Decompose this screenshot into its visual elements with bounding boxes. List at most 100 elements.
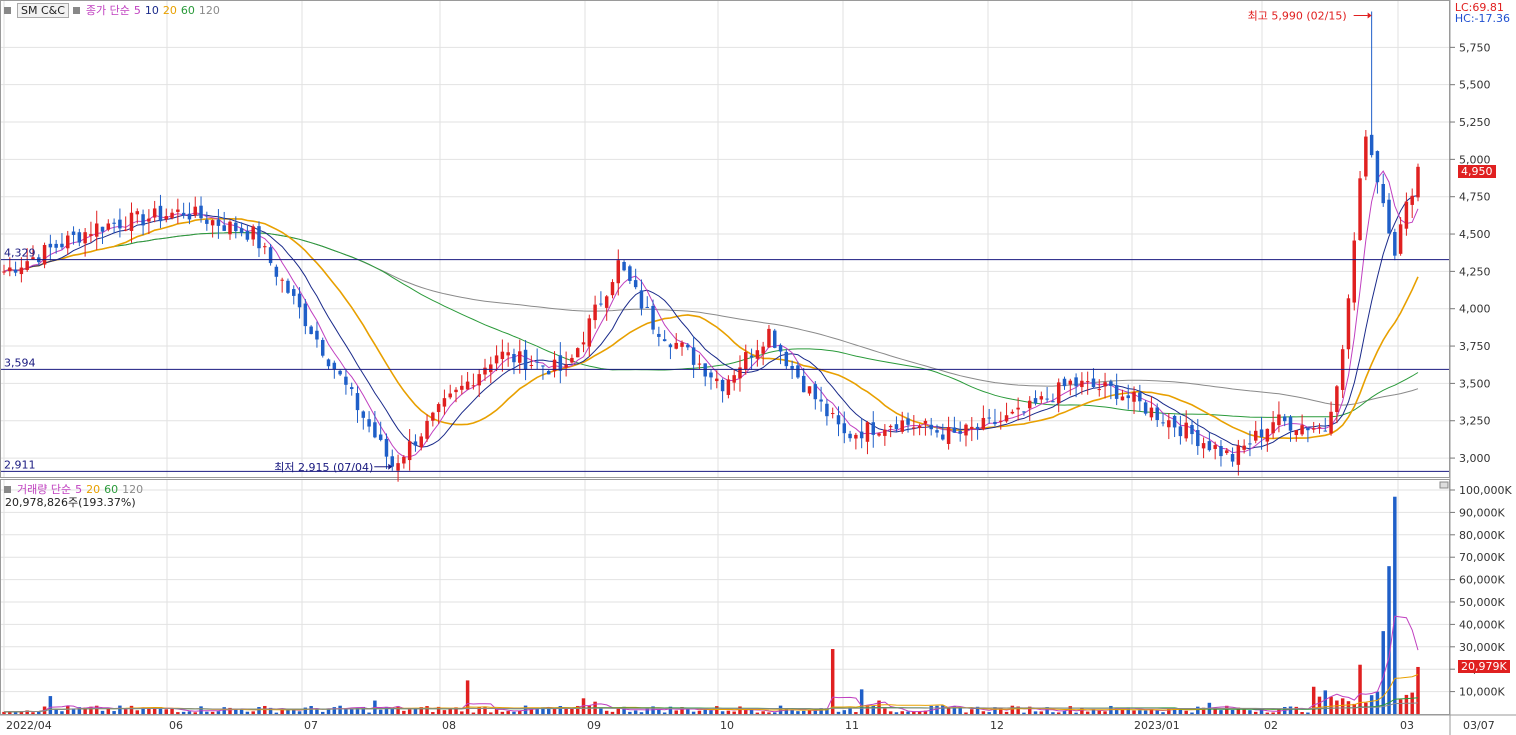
candle-body [773,330,777,348]
candle-body [54,243,58,248]
legend-ma10[interactable]: 10 [144,3,159,17]
volume-bar [1143,710,1148,714]
arrow-right-icon [1367,12,1372,19]
volume-bar [796,711,800,714]
candle-body [280,279,284,281]
candle-body [1346,298,1351,350]
candle-body [483,367,487,375]
legend-ma20[interactable]: 20 [162,3,177,17]
candle-body [975,426,980,429]
legend-close-sma-label[interactable]: 종가 단순 [85,4,130,17]
volume-bar [222,707,226,714]
volume-tick-label: 70,000K [1459,551,1505,564]
candle-body [1010,411,1015,414]
volume-bar [199,706,203,714]
candle-body [1132,392,1136,402]
volume-bar [1277,709,1281,714]
volume-bar [1027,706,1032,714]
legend-vol-ma60[interactable]: 60 [104,482,119,496]
price-tick-label: 3,500 [1459,377,1491,390]
volume-bar [1010,705,1015,714]
arrow-right-icon [388,463,393,470]
candle-body [923,420,928,424]
volume-bar [1358,664,1362,714]
price-tick-label: 5,500 [1459,79,1491,92]
candle-body [1120,396,1125,401]
legend-vol-ma20[interactable]: 20 [86,482,101,496]
volume-bar [1335,700,1339,714]
volume-bar [564,708,568,714]
candle-body [645,306,649,308]
candle-body [796,365,800,378]
volume-bar [744,709,748,714]
candle-body [338,370,342,375]
legend-volume-sma-label[interactable]: 거래량 단순 [17,483,72,496]
volume-bar [512,711,516,714]
volume-bar [1172,707,1177,714]
volume-bar [251,711,255,714]
volume-bar [970,709,974,714]
candle-body [523,349,528,370]
volume-bar [1288,706,1293,714]
price-legend: SM C&C 종가 단순 5 10 20 60 120 [4,2,220,18]
candle-body [778,345,783,352]
volume-bar [1398,699,1403,714]
candle-body [118,219,122,229]
volume-bar [500,711,505,714]
x-tick-label: 03 [1400,719,1414,732]
candle-body [471,385,476,387]
volume-bar [836,711,841,714]
candle-body [1103,382,1107,387]
candle-body [1288,416,1293,431]
volume-tick-label: 100,000K [1459,484,1512,497]
volume-bar [396,706,400,714]
volume-bar [1097,710,1102,714]
volume-bar [1259,709,1264,714]
volume-bar [193,712,197,714]
volume-bar [118,705,122,714]
candle-body [865,422,870,442]
candle-body [900,420,904,432]
reference-hline-label: 3,594 [4,356,36,369]
volume-bar [123,709,128,714]
legend-ma5[interactable]: 5 [133,3,141,17]
candle-body [941,434,945,440]
candle-body [1381,184,1385,204]
volume-bar [100,710,105,714]
candle-body [929,424,933,430]
volume-bar [448,708,452,714]
stock-name-button[interactable]: SM C&C [17,2,69,18]
candle-body [888,425,893,428]
candle-body [703,363,707,377]
volume-bar [460,711,464,714]
x-tick-label: 2022/04 [6,719,52,732]
volume-bar [454,707,458,714]
legend-vol-ma120[interactable]: 120 [122,482,144,496]
volume-bar [268,707,273,714]
candle-body [489,364,493,373]
volume-bar [755,712,760,714]
candle-body [912,427,916,429]
volume-bar [413,708,418,714]
volume-bar [210,711,215,714]
volume-bar [297,711,302,714]
candle-body [355,393,360,411]
volume-ma120-line [3,702,1419,713]
volume-bar [819,708,823,714]
legend-vol-ma5[interactable]: 5 [75,482,83,496]
candle-body [60,243,64,248]
candle-body [1317,427,1322,429]
volume-bar [842,710,847,714]
volume-bar [94,705,99,714]
candle-body [222,225,226,231]
candle-body [1387,199,1391,234]
legend-ma60[interactable]: 60 [180,3,195,17]
volume-bar [303,707,308,714]
candle-body [732,375,736,383]
legend-ma120[interactable]: 120 [198,3,220,17]
volume-bar [1016,706,1020,714]
volume-bar [1300,712,1304,714]
volume-bar [570,708,574,714]
candle-body [1056,382,1061,404]
